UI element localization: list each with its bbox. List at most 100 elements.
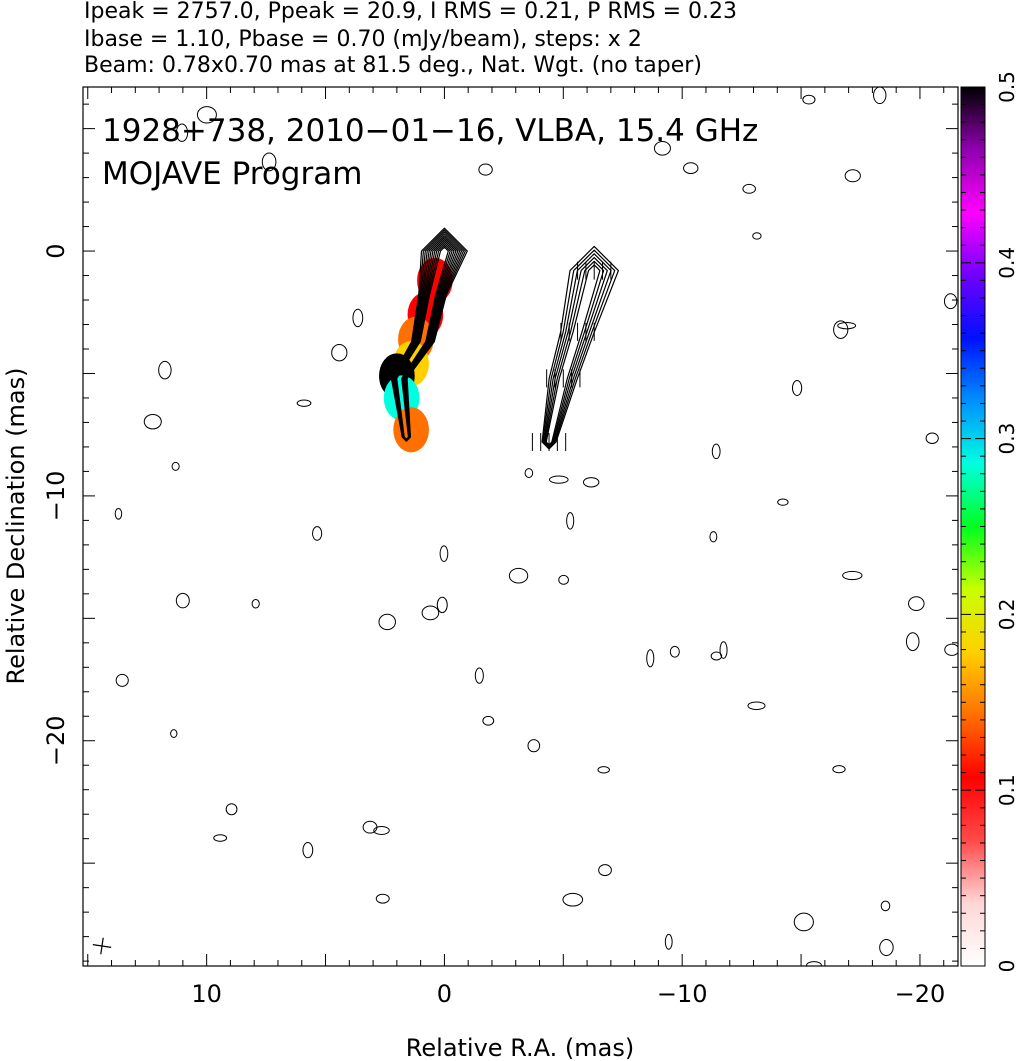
beam-marker <box>92 937 112 955</box>
x-tick-label: 10 <box>191 980 222 1008</box>
noise-contour <box>566 512 575 530</box>
polarization-contour <box>543 253 612 448</box>
x-axis-label: Relative R.A. (mas) <box>406 1034 634 1061</box>
colorbar: 0 0.1 0.2 0.3 0.4 0.5 <box>960 71 1019 973</box>
noise-contour <box>375 893 390 904</box>
colorbar-tick-label-group: 0 <box>995 960 1019 973</box>
noise-contour <box>905 632 920 652</box>
y-tick-label-group: −10 <box>42 471 70 522</box>
noise-contour <box>170 729 178 738</box>
noise-contour <box>378 613 396 631</box>
noise-contour <box>844 169 861 183</box>
noise-contour <box>296 399 312 407</box>
noise-contour <box>833 320 849 339</box>
noise-contour <box>669 645 680 658</box>
noise-contour <box>362 820 378 834</box>
panel-label-line-2: MOJAVE Program <box>102 156 362 192</box>
noise-contour <box>196 106 217 124</box>
noise-contour <box>482 715 495 726</box>
noise-contour <box>175 592 190 609</box>
noise-contour <box>747 701 766 711</box>
noise-contour <box>879 939 894 957</box>
noise-contour <box>944 643 958 656</box>
noise-contour <box>683 162 699 175</box>
noise-contour <box>251 599 260 609</box>
x-tick-label: 0 <box>437 980 452 1008</box>
noise-contour <box>709 531 718 543</box>
noise-contour <box>793 912 814 932</box>
noise-contour <box>524 468 534 479</box>
colorbar-tick-label-group: 0.2 <box>995 598 1019 630</box>
noise-contour <box>115 673 129 687</box>
noise-contour <box>352 308 364 328</box>
header-line-3: Beam: 0.78x0.70 mas at 81.5 deg., Nat. W… <box>84 53 702 78</box>
x-tick-label: −10 <box>657 980 708 1008</box>
noise-contour <box>474 667 484 684</box>
noise-contour <box>508 567 529 584</box>
noise-contour <box>436 596 448 614</box>
colorbar-tick-label: 0.3 <box>995 423 1019 455</box>
colorbar-tick-label: 0.1 <box>995 774 1019 806</box>
noise-contour <box>114 507 123 520</box>
y-tick-label-group: 0 <box>42 243 70 258</box>
noise-contour <box>908 596 925 612</box>
noise-contour <box>171 461 180 471</box>
y-tick-label: −10 <box>42 471 70 522</box>
noise-contour <box>331 343 348 362</box>
header-line-1: Ipeak = 2757.0, Ppeak = 20.9, I RMS = 0.… <box>84 0 737 24</box>
noise-contour <box>752 232 762 240</box>
noise-contour <box>478 163 493 176</box>
noise-contour <box>439 545 449 562</box>
colorbar-tick-label-group: 0.1 <box>995 774 1019 806</box>
colorbar-tick-label: 0.2 <box>995 598 1019 630</box>
y-axis-label-group: Relative Declination (mas) <box>2 367 30 684</box>
header-line-2: Ibase = 1.10, Pbase = 0.70 (mJy/beam), s… <box>84 27 642 52</box>
noise-contour <box>842 570 863 581</box>
noise-contour <box>719 641 728 659</box>
noise-contour <box>421 605 440 621</box>
noise-contour <box>777 498 789 506</box>
noise-contour <box>742 183 756 194</box>
y-tick-label: −20 <box>42 715 70 766</box>
noise-contour <box>527 739 541 753</box>
noise-contour <box>802 94 816 105</box>
noise-contours <box>114 87 958 966</box>
axis-ticks: 10 0 −10 −20 0 −10 −20 <box>42 87 958 1008</box>
noise-contour <box>597 766 610 774</box>
noise-contour <box>943 293 958 310</box>
colorbar-tick-label: 0.5 <box>995 71 1019 103</box>
noise-contour <box>143 413 162 430</box>
noise-contour <box>558 574 569 585</box>
y-tick-label: 0 <box>42 243 70 258</box>
noise-contour <box>598 864 612 877</box>
noise-contour <box>213 834 228 842</box>
noise-contour <box>791 380 803 396</box>
noise-contour <box>225 803 238 816</box>
noise-contour <box>373 826 390 836</box>
noise-contour <box>261 152 277 172</box>
colorbar-tick-label-group: 0.4 <box>995 247 1019 279</box>
colorbar-tick-label: 0 <box>995 960 1019 973</box>
intensity-contour <box>396 246 449 440</box>
noise-contour <box>653 140 671 156</box>
y-tick-label-group: −20 <box>42 715 70 766</box>
colorbar-tick-label-group: 0.3 <box>995 423 1019 455</box>
colorbar-tick-label-group: 0.5 <box>995 71 1019 103</box>
noise-contour <box>880 900 891 912</box>
y-axis-label: Relative Declination (mas) <box>2 367 30 684</box>
noise-contour <box>806 961 822 966</box>
noise-contour <box>664 933 673 950</box>
colorbar-tick-label: 0.4 <box>995 247 1019 279</box>
noise-contour <box>837 321 857 330</box>
noise-contour <box>549 475 569 484</box>
plot-frame <box>82 86 959 967</box>
noise-contour <box>582 477 600 488</box>
noise-contour <box>873 87 887 105</box>
noise-contour <box>646 649 655 668</box>
noise-contour <box>832 765 846 774</box>
beam-minor-axis <box>100 937 104 955</box>
noise-contour <box>711 443 721 460</box>
x-axis-label-group: Relative R.A. (mas) <box>406 1034 634 1061</box>
noise-contour <box>175 123 189 142</box>
